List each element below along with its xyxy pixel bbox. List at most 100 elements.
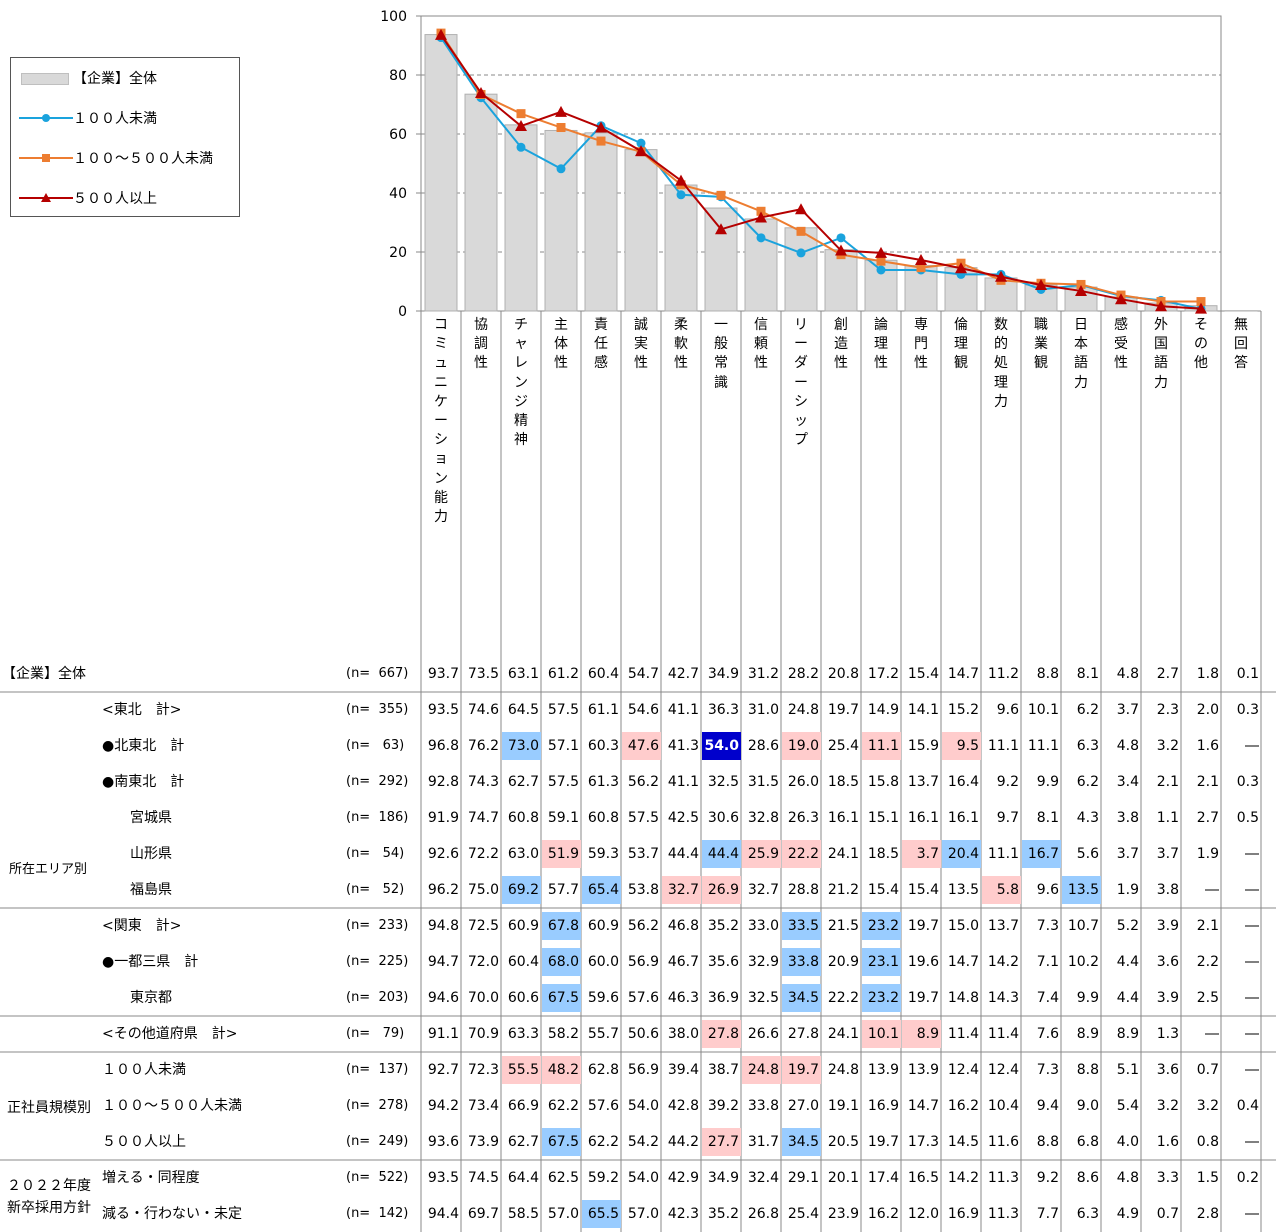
table-cell: 93.5 (422, 696, 461, 724)
table-cell: 2.7 (1182, 804, 1221, 832)
table-cell: 20.8 (822, 660, 861, 688)
table-cell: 9.6 (982, 696, 1021, 724)
table-cell: 63.3 (502, 1020, 541, 1048)
row-n: (n= 249) (346, 1124, 416, 1160)
table-cell: 36.9 (702, 984, 741, 1012)
category-label: 柔軟性 (661, 316, 701, 374)
table-cell: 18.5 (862, 840, 901, 868)
table-cell: 22.2 (822, 984, 861, 1012)
table-cell: 62.2 (582, 1128, 621, 1156)
table-cell: 7.1 (1022, 948, 1061, 976)
y-tick-label: 60 (389, 127, 407, 143)
legend-line-swatch (19, 148, 73, 168)
table-cell: 59.6 (582, 984, 621, 1012)
table-cell: 13.9 (902, 1056, 941, 1084)
table-cell: 3.7 (1142, 840, 1181, 868)
table-cell: 75.0 (462, 876, 501, 904)
row-label: 東京都 (130, 980, 172, 1016)
table-cell: 74.7 (462, 804, 501, 832)
legend-item-under100: １００人未満 (19, 108, 157, 128)
table-cell: 39.2 (702, 1092, 741, 1120)
table-cell: 3.2 (1182, 1092, 1221, 1120)
table-cell: 33.8 (742, 1092, 781, 1120)
row-n: (n= 142) (346, 1196, 416, 1232)
table-cell: 0.7 (1142, 1200, 1181, 1228)
table-cell: 62.8 (582, 1056, 621, 1084)
table-cell: 56.2 (622, 768, 661, 796)
table-cell: 1.6 (1142, 1128, 1181, 1156)
table-cell: 93.7 (422, 660, 461, 688)
table-cell: 34.9 (702, 1164, 741, 1192)
row-n: (n= 225) (346, 944, 416, 980)
data-point (757, 233, 766, 242)
data-point (597, 137, 606, 146)
table-cell: 28.2 (782, 660, 821, 688)
table-cell: 17.2 (862, 660, 901, 688)
table-cell: 93.5 (422, 1164, 461, 1192)
table-cell: 51.9 (542, 840, 581, 868)
legend-item-100-500: １００～５００人未満 (19, 148, 213, 168)
table-cell: 67.8 (542, 912, 581, 940)
table-cell: 5.2 (1102, 912, 1141, 940)
table-cell: 18.5 (822, 768, 861, 796)
table-cell: 44.4 (702, 840, 741, 868)
table-cell: ― (1222, 840, 1261, 868)
table-cell: 6.2 (1062, 768, 1101, 796)
table-cell: 60.8 (582, 804, 621, 832)
table-cell: 3.4 (1102, 768, 1141, 796)
table-cell: 19.6 (902, 948, 941, 976)
table-cell: 1.9 (1102, 876, 1141, 904)
table-cell: 19.7 (902, 984, 941, 1012)
table-cell: 4.0 (1102, 1128, 1141, 1156)
table-cell: 21.2 (822, 876, 861, 904)
table-cell: 10.1 (862, 1020, 901, 1048)
table-cell: 24.8 (822, 1056, 861, 1084)
table-cell: 93.6 (422, 1128, 461, 1156)
category-label: 職業観 (1021, 316, 1061, 374)
data-point (797, 248, 806, 257)
table-cell: 28.6 (742, 732, 781, 760)
table-cell: 65.4 (582, 876, 621, 904)
table-cell: 1.3 (1142, 1020, 1181, 1048)
table-cell: 64.5 (502, 696, 541, 724)
table-cell: ― (1222, 1020, 1261, 1048)
table-cell: 26.3 (782, 804, 821, 832)
table-cell: 32.8 (742, 804, 781, 832)
table-cell: 33.8 (782, 948, 821, 976)
row-label: 山形県 (130, 836, 172, 872)
table-cell: 26.0 (782, 768, 821, 796)
table-cell: 14.7 (902, 1092, 941, 1120)
table-cell: 70.9 (462, 1020, 501, 1048)
category-label: 主体性 (541, 316, 581, 374)
table-cell: 0.3 (1222, 696, 1261, 724)
table-cell: 58.5 (502, 1200, 541, 1228)
table-cell: 24.8 (742, 1056, 781, 1084)
table-cell: 1.1 (1142, 804, 1181, 832)
category-label: 数的処理力 (981, 316, 1021, 412)
table-cell: 92.6 (422, 840, 461, 868)
table-cell: 55.7 (582, 1020, 621, 1048)
table-cell: 73.9 (462, 1128, 501, 1156)
table-cell: 3.9 (1142, 984, 1181, 1012)
table-cell: 34.5 (782, 1128, 821, 1156)
row-label: １００人未満 (102, 1052, 186, 1088)
bar (745, 219, 777, 311)
table-cell: 14.5 (942, 1128, 981, 1156)
table-cell: 39.4 (662, 1056, 701, 1084)
category-label: チャレンジ精神 (501, 316, 541, 450)
table-cell: 32.5 (702, 768, 741, 796)
table-cell: 54.7 (622, 660, 661, 688)
table-cell: 34.9 (702, 660, 741, 688)
table-cell: 32.4 (742, 1164, 781, 1192)
y-tick-label: 40 (389, 186, 407, 202)
table-cell: 11.1 (982, 840, 1021, 868)
row-n: (n= 137) (346, 1052, 416, 1088)
bar (665, 185, 697, 311)
